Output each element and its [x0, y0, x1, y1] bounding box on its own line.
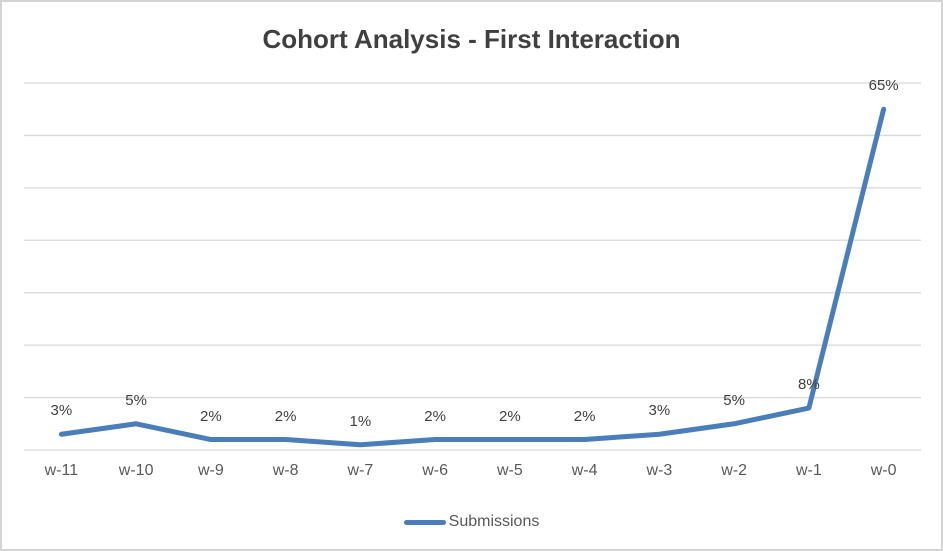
x-tick-label: w-11: [44, 462, 79, 479]
x-tick-label: w-2: [721, 462, 748, 479]
data-label: 5%: [125, 391, 147, 409]
legend-line-swatch: [403, 519, 446, 525]
x-tick-label: w-7: [347, 462, 374, 479]
data-label: 5%: [723, 391, 745, 409]
data-label: 1%: [349, 412, 372, 430]
data-label: 2%: [274, 407, 297, 425]
x-tick-label: w-1: [795, 462, 822, 479]
data-label: 65%: [868, 77, 899, 95]
legend-label: Submissions: [448, 513, 540, 530]
x-tick-label: w-6: [422, 462, 449, 479]
x-tick-label: w-3: [646, 462, 673, 479]
x-tick-label: w-5: [496, 462, 523, 479]
x-tick-label: w-9: [197, 462, 224, 479]
data-label: 2%: [499, 407, 521, 425]
line-series-submissions: [58, 106, 887, 448]
data-label: 3%: [50, 402, 73, 420]
x-tick-label: w-0: [870, 462, 897, 479]
data-label: 2%: [424, 407, 446, 425]
x-tick-label: w-8: [272, 462, 299, 479]
data-label: 3%: [648, 402, 671, 420]
data-label: 2%: [573, 407, 596, 425]
x-tick-label: w-4: [571, 462, 598, 479]
x-tick-label: w-10: [118, 462, 154, 479]
legend: Submissions: [2, 511, 941, 533]
data-label: 8%: [798, 376, 820, 394]
chart-title: Cohort Analysis - First Interaction: [262, 24, 681, 54]
data-label: 2%: [200, 407, 222, 425]
